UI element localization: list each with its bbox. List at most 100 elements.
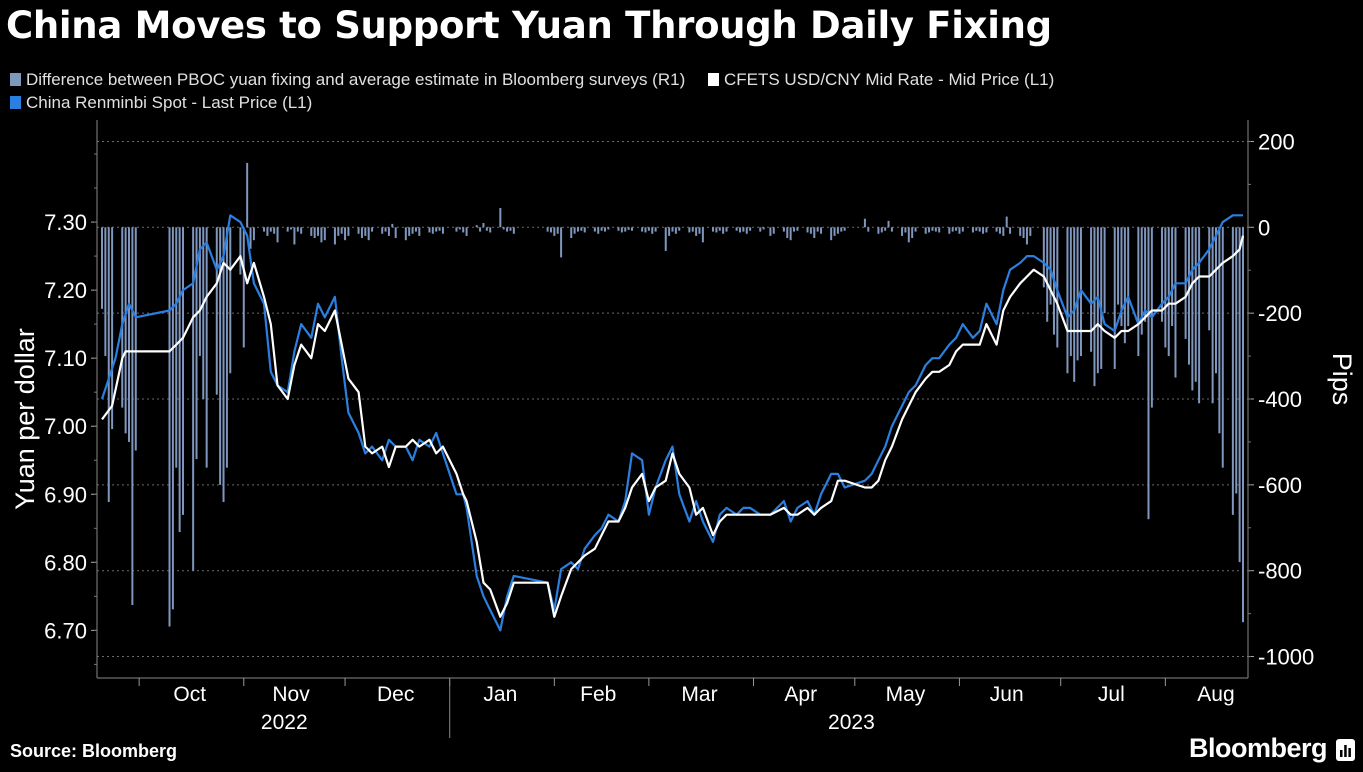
fixing-diff-bar <box>1235 227 1238 494</box>
fixing-diff-bar <box>998 227 1001 234</box>
fixing-diff-bar <box>600 227 603 231</box>
fixing-diff-bar <box>863 218 866 228</box>
fixing-diff-bar <box>499 207 502 228</box>
fixing-diff-bar <box>877 227 880 234</box>
chart-title: China Moves to Support Yuan Through Dail… <box>6 4 1052 47</box>
fixing-diff-bar <box>475 225 478 228</box>
series-mid-rate-line <box>101 235 1245 618</box>
fixing-diff-bar <box>674 227 677 234</box>
fixing-diff-bar <box>1164 227 1167 348</box>
fixing-diff-bar <box>1140 227 1143 335</box>
fixing-diff-bar <box>246 162 249 228</box>
fixing-diff-bar <box>124 227 127 434</box>
fixing-diff-bar <box>576 227 579 232</box>
fixing-diff-bar <box>1144 227 1147 322</box>
fixing-diff-bar <box>1238 227 1241 563</box>
fixing-diff-bar <box>347 227 350 236</box>
legend-label-mid-rate: CFETS USD/CNY Mid Rate - Mid Price (L1) <box>723 70 1055 89</box>
fixing-diff-bar <box>1160 227 1163 322</box>
fixing-diff-bar <box>1211 227 1214 404</box>
fixing-diff-bar <box>958 227 961 234</box>
fixing-diff-bar <box>1002 227 1005 236</box>
fixing-diff-bar <box>712 227 715 232</box>
fixing-diff-bar <box>128 227 131 442</box>
fixing-diff-bar <box>252 227 255 241</box>
fixing-diff-bar <box>431 227 434 234</box>
fixing-diff-bar <box>772 227 775 234</box>
fixing-diff-bar <box>104 227 107 357</box>
fixing-diff-bar <box>890 227 893 232</box>
fixing-diff-bar <box>408 227 411 236</box>
fixing-diff-bar <box>364 227 367 236</box>
fixing-diff-bar <box>603 227 606 232</box>
fixing-diff-bar <box>742 227 745 232</box>
fixing-diff-bar <box>816 227 819 232</box>
fixing-diff-bar <box>698 227 701 234</box>
fixing-diff-bar <box>175 227 178 468</box>
fixing-diff-bar <box>580 227 583 231</box>
fixing-diff-bar <box>843 227 846 231</box>
fixing-diff-bar <box>955 227 958 231</box>
fixing-diff-bar <box>573 227 576 234</box>
fixing-diff-bar <box>249 227 252 249</box>
legend-swatch-spot <box>10 96 21 109</box>
fixing-diff-bar <box>1009 227 1012 234</box>
fixing-diff-bar <box>1221 227 1224 468</box>
fixing-diff-bar <box>182 227 185 515</box>
month-label: Aug <box>1197 683 1234 706</box>
fixing-diff-bar <box>809 227 812 234</box>
fixing-diff-bar <box>222 227 225 503</box>
fixing-diff-bar <box>1187 227 1190 365</box>
fixing-diff-bar <box>627 227 630 230</box>
fixing-diff-bar <box>901 227 904 236</box>
right-axis-title: Pips <box>1327 353 1357 406</box>
fixing-diff-bar <box>678 227 681 231</box>
fixing-diff-bar <box>404 227 407 241</box>
legend-swatch-mid-rate <box>707 73 719 86</box>
fixing-diff-bar <box>1019 227 1022 236</box>
brand-logo-text: Bloomberg <box>1188 733 1328 763</box>
legend-item-spot: China Renminbi Spot - Last Price (L1) <box>10 91 312 114</box>
fixing-diff-bar <box>884 227 887 231</box>
fixing-diff-bar <box>995 227 998 232</box>
fixing-diff-bar <box>931 227 934 231</box>
legend-label-spot: China Renminbi Spot - Last Price (L1) <box>26 93 313 112</box>
fixing-diff-bar <box>1231 227 1234 515</box>
fixing-diff-bar <box>975 227 978 231</box>
fixing-diff-bar <box>1025 227 1028 245</box>
month-label: Oct <box>173 683 206 706</box>
fixing-diff-bar <box>1171 227 1174 327</box>
fixing-diff-bar <box>836 227 839 234</box>
fixing-diff-bar <box>722 227 725 234</box>
fixing-diff-bar <box>1120 227 1123 327</box>
fixing-diff-bar <box>1113 227 1116 369</box>
fixing-diff-bar <box>1076 227 1079 361</box>
fixing-diff-bar <box>789 227 792 241</box>
fixing-diff-bar <box>1123 227 1126 344</box>
fixing-diff-bar <box>465 227 468 236</box>
fixing-diff-bar <box>793 227 796 232</box>
fixing-diff-bar <box>830 227 833 241</box>
fixing-diff-bar <box>344 227 347 241</box>
fixing-diff-bar <box>651 227 654 234</box>
fixing-diff-bar <box>276 227 279 243</box>
fixing-diff-bar <box>313 227 316 239</box>
fixing-diff-bar <box>762 227 765 230</box>
fixing-diff-bar <box>1029 227 1032 236</box>
fixing-diff-bar <box>1191 227 1194 391</box>
fixing-diff-bar <box>624 227 627 232</box>
fixing-diff-bar <box>1137 227 1140 357</box>
fixing-diff-bar <box>509 227 512 231</box>
fixing-diff-bar <box>745 227 748 234</box>
fixing-diff-bar <box>485 227 488 231</box>
fixing-diff-bar <box>583 227 586 233</box>
fixing-diff-bar <box>458 227 461 230</box>
fixing-diff-bar <box>985 227 988 233</box>
fixing-diff-bar <box>759 227 762 232</box>
fixing-diff-bar <box>502 227 505 230</box>
fixing-diff-bar <box>438 227 441 231</box>
fixing-diff-bar <box>971 227 974 233</box>
fixing-diff-bar <box>1167 227 1170 357</box>
fixing-diff-bar <box>215 227 218 395</box>
fixing-diff-bar <box>394 227 397 239</box>
